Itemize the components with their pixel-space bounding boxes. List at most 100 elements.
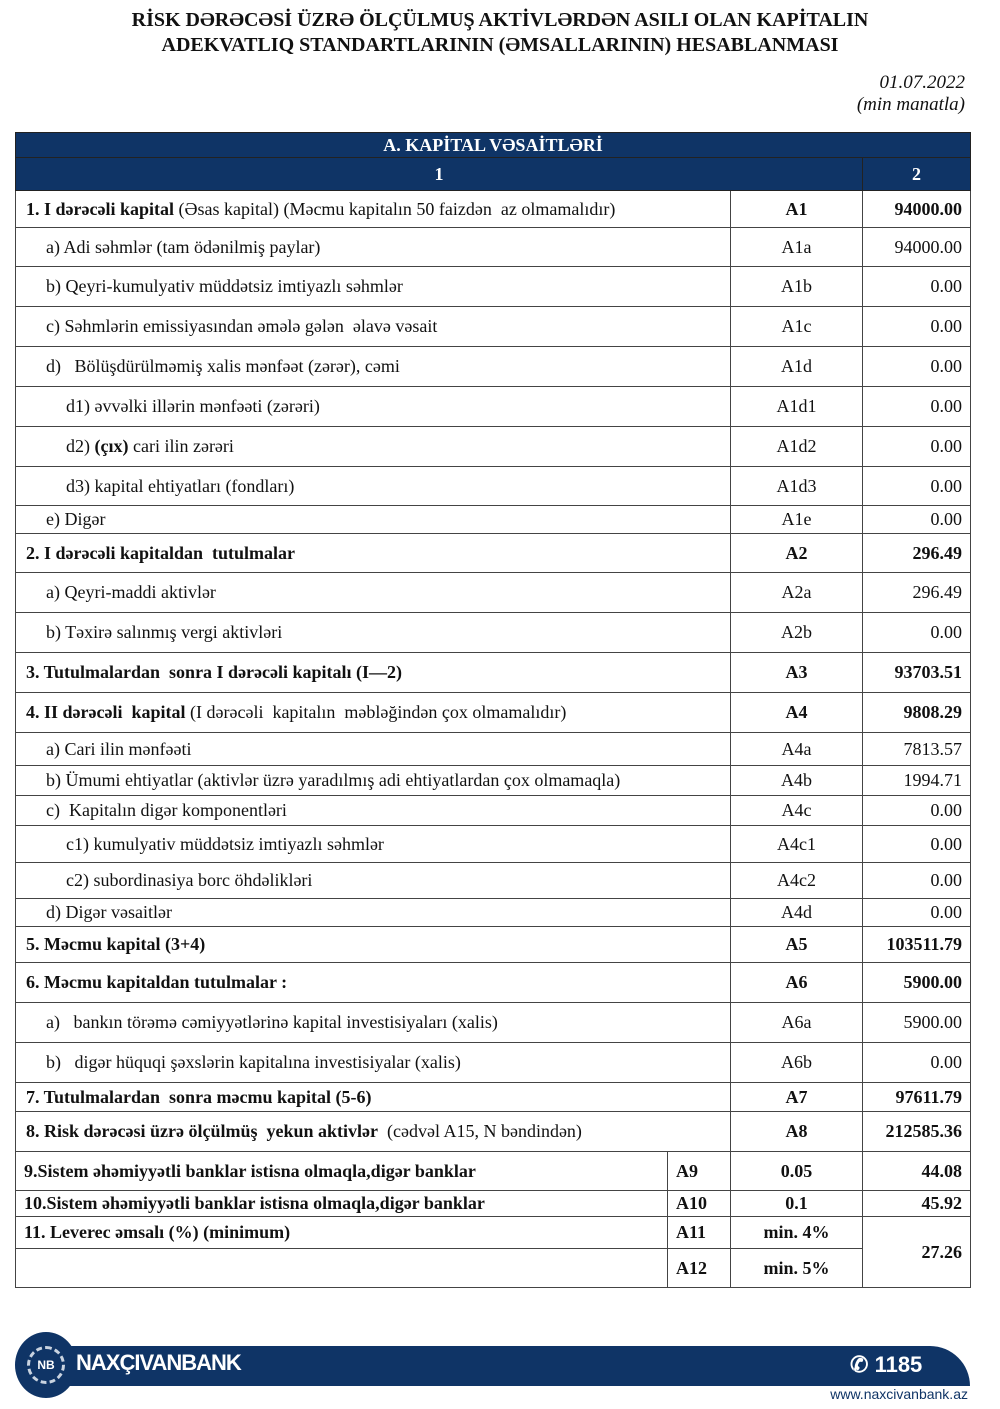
row-code: A4c1 <box>730 825 863 863</box>
row-code: A4a <box>730 732 863 766</box>
row-code: A1e <box>730 505 863 534</box>
row-label: c2) subordinasiya borc öhdəlikləri <box>15 862 731 899</box>
row-label: 2. I dərəcəli kapitaldan tutulmalar <box>15 533 731 573</box>
row-code: A6a <box>730 1002 863 1043</box>
row-code: A7 <box>730 1082 863 1112</box>
ratio-code: A9 <box>667 1151 731 1191</box>
table-row: a) bankın törəmə cəmiyyətlərinə kapital … <box>15 1002 972 1043</box>
ratio-row: 9.Sistem əhəmiyyətli banklar istisna olm… <box>15 1151 972 1191</box>
table-row: b) Ümumi ehtiyatlar (aktivlər üzrə yarad… <box>15 765 972 796</box>
phone-icon: ✆ <box>850 1352 869 1377</box>
row-value: 0.00 <box>861 612 972 653</box>
row-value: 0.00 <box>861 795 972 826</box>
row-label: c) Kapitalın digər komponentləri <box>15 795 731 826</box>
row-code: A1d <box>730 346 863 387</box>
row-label: d) Bölüşdürülməmiş xalis mənfəət (zərər)… <box>15 346 731 387</box>
row-code: A1b <box>730 266 863 307</box>
section-header: A. KAPİTAL VƏSAİTLƏRİ <box>14 132 972 158</box>
table-row: b) Təxirə salınmış vergi aktivləri A2b 0.0… <box>15 612 972 653</box>
row-label: d1) əvvəlki illərin mənfəəti (zərəri) <box>15 386 731 427</box>
table-row: 8. Risk dərəcəsi üzrə ölçülmüş yekun akt… <box>15 1111 972 1152</box>
table-row: 5. Məcmu kapital (3+4) A5 103511.79 <box>15 926 972 963</box>
row-value: 296.49 <box>861 572 972 613</box>
row-value: 97611.79 <box>861 1082 972 1112</box>
ratio-label <box>15 1248 668 1288</box>
table-row: c2) subordinasiya borc öhdəlikləri A4c2 0.… <box>15 862 972 899</box>
row-value: 0.00 <box>861 898 972 927</box>
row-label: c) Səhmlərin emissiyasından əmələ gələn … <box>15 306 731 347</box>
table-row: b) digər hüquqi şəxslərin kapitalına inv… <box>15 1042 972 1083</box>
table-row: a) Cari ilin mənfəəti A4a 7813.57 <box>15 732 972 766</box>
row-label: a) Adi səhmlər (tam ödənilmiş paylar) <box>15 227 731 267</box>
row-code: A1d1 <box>730 386 863 427</box>
row-code: A1a <box>730 227 863 267</box>
row-value: 103511.79 <box>861 926 972 963</box>
row-value: 0.00 <box>861 466 972 506</box>
row-value: 94000.00 <box>861 227 972 267</box>
ratio-norm: min. 4% <box>730 1216 863 1249</box>
row-value: 94000.00 <box>861 190 972 228</box>
footer: NB NAXÇIVANBANK ✆ 1185 www.naxcivanbank.… <box>0 1330 1000 1409</box>
row-code: A2b <box>730 612 863 653</box>
ratio-row: 10.Sistem əhəmiyyətli banklar istisna ol… <box>15 1190 972 1217</box>
row-code: A5 <box>730 926 863 963</box>
website-link[interactable]: www.naxcivanbank.az <box>830 1386 968 1402</box>
row-code: A4 <box>730 692 863 733</box>
ratio-value: 27.26 <box>861 1216 972 1288</box>
row-label: 6. Məcmu kapitaldan tutulmalar : <box>15 962 731 1003</box>
row-label: b) Ümumi ehtiyatlar (aktivlər üzrə yarad… <box>15 765 731 796</box>
row-value: 1994.71 <box>861 765 972 796</box>
row-value: 5900.00 <box>861 1002 972 1043</box>
row-label: 4. II dərəcəli kapital (I dərəcəli kapit… <box>15 692 731 733</box>
row-value: 0.00 <box>861 505 972 534</box>
row-label: d3) kapital ehtiyatları (fondları) <box>15 466 731 506</box>
ratio-code: A11 <box>667 1216 731 1249</box>
ratio-code: A10 <box>667 1190 731 1217</box>
ratio-label: 9.Sistem əhəmiyyətli banklar istisna olm… <box>15 1151 668 1191</box>
phone: ✆ 1185 <box>850 1352 923 1377</box>
table-row: 2. I dərəcəli kapitaldan tutulmalar A2 296… <box>15 533 972 573</box>
row-label: d) Digər vəsaitlər <box>15 898 731 927</box>
capital-table: A. KAPİTAL VƏSAİTLƏRİ 1 2 1. I dərəcəli … <box>14 132 972 1288</box>
row-value: 0.00 <box>861 306 972 347</box>
row-value: 7813.57 <box>861 732 972 766</box>
row-code: A4c <box>730 795 863 826</box>
ratio-row: 11. Leverec əmsalı (%) (minimum) A11 min. … <box>15 1216 972 1288</box>
row-label: 3. Tutulmalardan sonra I dərəcəli kapita… <box>15 652 731 693</box>
row-code: A2a <box>730 572 863 613</box>
row-code: A4c2 <box>730 862 863 899</box>
table-row: e) Digər A1e 0.00 <box>15 505 972 534</box>
brand-name: NAXÇIVANBANK <box>76 1350 242 1375</box>
row-value: 0.00 <box>861 386 972 427</box>
row-value: 93703.51 <box>861 652 972 693</box>
row-label: b) digər hüquqi şəxslərin kapitalına inv… <box>15 1042 731 1083</box>
table-row: d2) (çıx) cari ilin zərəri A1d2 0.00 <box>15 426 972 467</box>
table-row: a) Adi səhmlər (tam ödənilmiş paylar) A1a… <box>15 227 972 267</box>
row-label: e) Digər <box>15 505 731 534</box>
column-header: 1 2 <box>15 157 972 191</box>
row-code: A3 <box>730 652 863 693</box>
row-label: d2) (çıx) cari ilin zərəri <box>15 426 731 467</box>
row-label: a) Cari ilin mənfəəti <box>15 732 731 766</box>
table-row: d3) kapital ehtiyatları (fondları) A1d3 0.… <box>15 466 972 506</box>
table-row: 6. Məcmu kapitaldan tutulmalar : A6 5900.0… <box>15 962 972 1003</box>
row-value: 296.49 <box>861 533 972 573</box>
ratio-label: 11. Leverec əmsalı (%) (minimum) <box>15 1216 668 1249</box>
row-value: 0.00 <box>861 1042 972 1083</box>
table-row: 3. Tutulmalardan sonra I dərəcəli kapita… <box>15 652 972 693</box>
row-value: 0.00 <box>861 426 972 467</box>
row-code: A8 <box>730 1111 863 1152</box>
row-label: 7. Tutulmalardan sonra məcmu kapital (5-… <box>15 1082 731 1112</box>
row-code: A1d3 <box>730 466 863 506</box>
row-value: 0.00 <box>861 266 972 307</box>
row-label: a) Qeyri-maddi aktivlər <box>15 572 731 613</box>
footer-band <box>40 1346 970 1386</box>
row-label: 1. I dərəcəli kapital (Əsas kapital) (Mə… <box>15 190 731 228</box>
row-label: c1) kumulyativ müddətsiz imtiyazlı səhml… <box>15 825 731 863</box>
row-label: 5. Məcmu kapital (3+4) <box>15 926 731 963</box>
ratio-norm: min. 5% <box>730 1248 863 1288</box>
row-value: 0.00 <box>861 825 972 863</box>
row-label: a) bankın törəmə cəmiyyətlərinə kapital … <box>15 1002 731 1043</box>
table-row: c) Kapitalın digər komponentləri A4c 0.00 <box>15 795 972 826</box>
row-code: A2 <box>730 533 863 573</box>
